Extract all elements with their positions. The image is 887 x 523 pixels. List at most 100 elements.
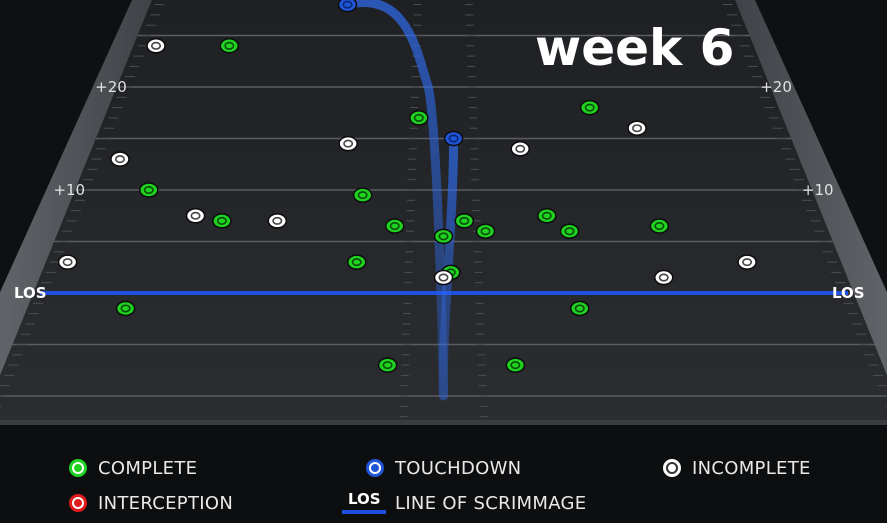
legend-item-touchdown: TOUCHDOWN	[366, 458, 521, 479]
legend: COMPLETE TOUCHDOWN INCOMPLETE INTERCEPTI…	[69, 458, 811, 514]
incomplete-point	[433, 269, 454, 286]
legend-item-interception: INTERCEPTION	[69, 493, 233, 514]
point-marker	[737, 254, 757, 270]
point-marker-ring	[120, 304, 131, 313]
point-marker-ring	[343, 139, 354, 148]
legend-touchdown-label: TOUCHDOWN	[394, 458, 521, 479]
point-marker	[115, 300, 136, 317]
point-marker-ring	[438, 232, 449, 241]
point-marker	[570, 300, 590, 317]
complete-point	[212, 213, 232, 229]
complete-point	[347, 254, 367, 270]
complete-point	[433, 228, 454, 245]
legend-touchdown-marker	[366, 459, 384, 477]
legend-los-line	[342, 510, 386, 514]
point-marker	[475, 223, 496, 239]
legend-interception-label: INTERCEPTION	[98, 493, 233, 514]
point-marker-ring	[480, 227, 491, 236]
point-marker-ring	[654, 222, 665, 231]
point-marker-ring	[382, 361, 393, 370]
point-marker	[352, 187, 373, 203]
point-marker	[454, 213, 475, 229]
incomplete-point	[627, 120, 647, 136]
point-marker	[185, 208, 206, 224]
point-marker	[347, 254, 367, 270]
point-marker-ring	[658, 273, 669, 282]
los-label-right: LOS	[832, 284, 865, 302]
legend-interception-marker-ring	[72, 497, 84, 509]
point-marker	[505, 357, 526, 373]
complete-point	[559, 223, 580, 239]
point-marker	[649, 218, 670, 234]
point-marker-ring	[438, 273, 449, 282]
point-marker-ring	[151, 41, 162, 50]
point-marker-ring	[515, 144, 526, 153]
pass-points	[57, 0, 757, 373]
point-marker-ring	[632, 124, 643, 133]
legend-incomplete-label: INCOMPLETE	[692, 458, 811, 479]
point-marker-ring	[224, 41, 235, 50]
legend-item-incomplete: INCOMPLETE	[663, 458, 811, 479]
point-marker-ring	[574, 304, 585, 313]
incomplete-point	[510, 141, 530, 157]
point-marker	[537, 208, 557, 224]
point-marker	[377, 357, 398, 373]
complete-point	[352, 187, 373, 203]
point-marker-ring	[272, 216, 283, 225]
legend-complete-marker	[69, 459, 87, 477]
point-marker-ring	[389, 222, 400, 231]
touchdown-point	[443, 130, 464, 147]
point-marker	[433, 228, 454, 245]
point-marker-ring	[216, 216, 227, 225]
los-label-left: LOS	[14, 284, 47, 302]
complete-point	[505, 357, 526, 373]
complete-point	[219, 38, 240, 54]
incomplete-point	[338, 135, 358, 152]
field-surface	[0, 0, 887, 425]
complete-point	[454, 213, 475, 229]
yard-marker-right: +10	[802, 181, 834, 199]
point-marker-ring	[541, 211, 552, 220]
point-marker-ring	[342, 0, 353, 9]
legend-interception-marker	[69, 494, 87, 512]
point-marker-ring	[564, 227, 575, 236]
point-marker	[433, 269, 454, 286]
point-marker-ring	[143, 186, 154, 195]
point-marker	[219, 38, 240, 54]
incomplete-point	[57, 254, 78, 270]
legend-touchdown-marker-ring	[369, 462, 381, 474]
point-marker	[110, 151, 130, 167]
point-marker-ring	[742, 258, 753, 267]
point-marker	[559, 223, 580, 239]
yard-labels: +30+30+20+20+10+10	[53, 78, 834, 199]
point-marker	[654, 269, 674, 286]
incomplete-point	[737, 254, 757, 270]
yard-marker-left: +10	[53, 181, 85, 199]
complete-point	[570, 300, 590, 317]
field-bottom-edge	[0, 420, 887, 425]
point-marker-ring	[114, 155, 125, 164]
legend-los-abbrev: LOS	[348, 490, 381, 508]
complete-point	[579, 99, 600, 116]
point-marker	[139, 182, 159, 198]
point-marker-ring	[413, 113, 424, 122]
complete-point	[377, 357, 398, 373]
legend-item-complete: COMPLETE	[69, 458, 197, 479]
point-marker-ring	[459, 216, 470, 225]
point-marker	[146, 38, 166, 54]
point-marker-ring	[62, 258, 73, 267]
complete-point	[115, 300, 136, 317]
complete-point	[649, 218, 670, 234]
point-marker	[510, 141, 530, 157]
yard-marker-left: +20	[95, 78, 127, 96]
point-marker	[627, 120, 647, 136]
point-marker	[267, 213, 288, 229]
complete-point	[537, 208, 557, 224]
complete-point	[409, 110, 429, 126]
complete-point	[139, 182, 159, 198]
point-marker-ring	[357, 191, 368, 200]
legend-los-label: LINE OF SCRIMMAGE	[395, 493, 586, 514]
legend-complete-label: COMPLETE	[98, 458, 197, 479]
complete-point	[385, 218, 405, 234]
